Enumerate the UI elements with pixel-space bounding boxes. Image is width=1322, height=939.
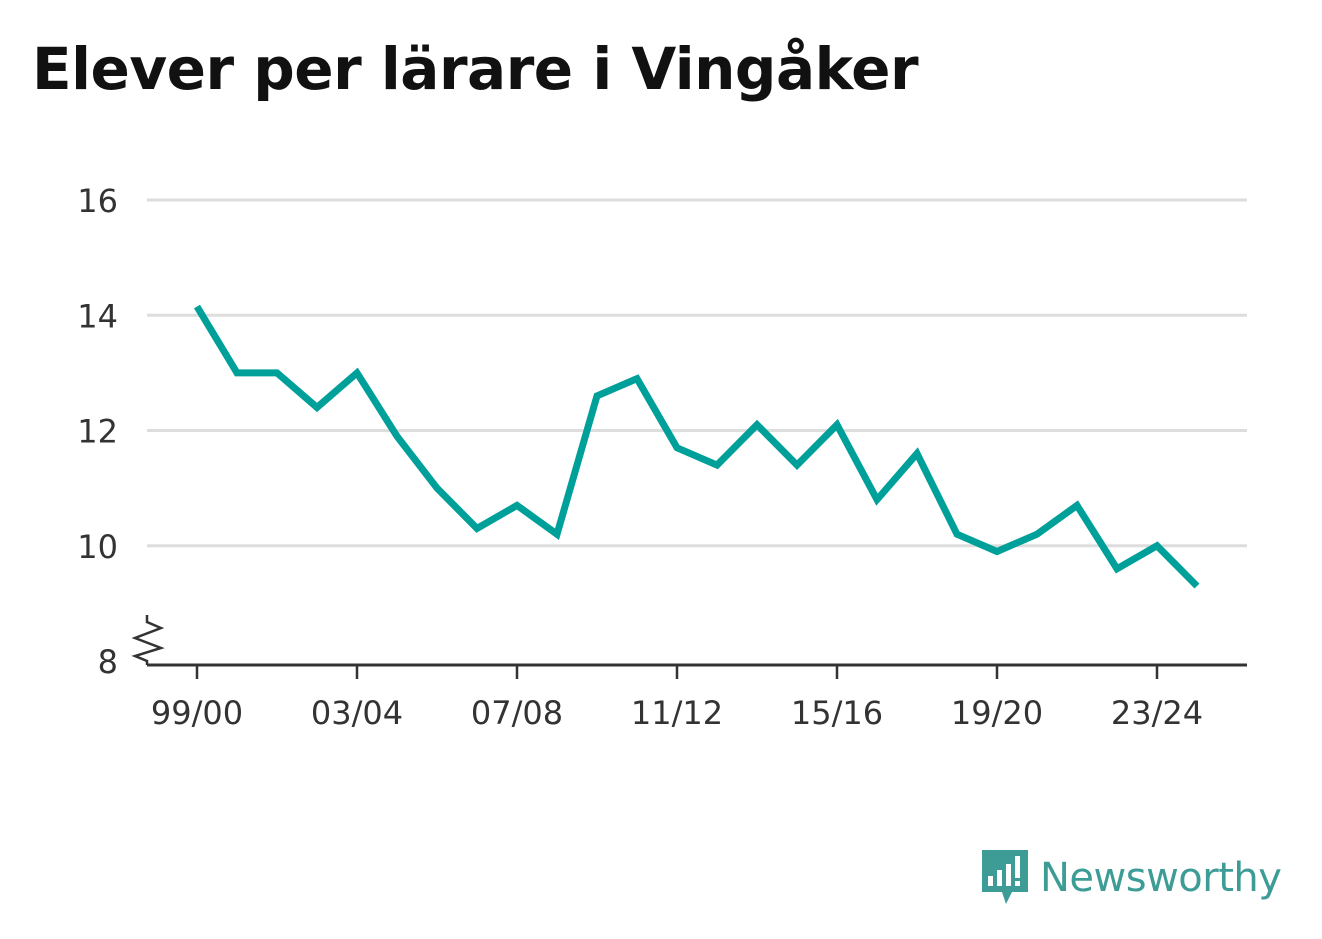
x-tick-label-11/12: 11/12 — [631, 694, 723, 732]
brand-name: Newsworthy — [1040, 855, 1282, 901]
y-tick-label-10: 10 — [77, 528, 118, 566]
gridlines — [147, 198, 1247, 548]
y-tick-label-16: 16 — [77, 182, 118, 220]
brand-logo: Newsworthy — [980, 848, 1282, 908]
x-tick-label-15/16: 15/16 — [791, 694, 883, 732]
y-tick-label-14: 14 — [77, 297, 118, 335]
x-axis: 99/00 03/04 07/08 11/12 15/16 19/20 23/24 — [147, 663, 1247, 732]
series-line-0 — [194, 304, 1200, 589]
chart-title: Elever per lärare i Vingåker — [32, 35, 919, 103]
axis-break-icon — [131, 615, 165, 665]
x-tick-label-23/24: 23/24 — [1111, 694, 1203, 732]
x-tick-label-19/20: 19/20 — [951, 694, 1043, 732]
y-axis-ticks: 8 10 12 14 16 — [77, 182, 165, 681]
newsworthy-logo-icon — [982, 850, 1028, 904]
x-tick-label-07/08: 07/08 — [471, 694, 563, 732]
x-tick-label-99/00: 99/00 — [151, 694, 243, 732]
series-group — [194, 304, 1200, 589]
y-tick-label-12: 12 — [77, 413, 118, 451]
x-tick-label-03/04: 03/04 — [311, 694, 403, 732]
y-tick-label-8: 8 — [98, 643, 118, 681]
